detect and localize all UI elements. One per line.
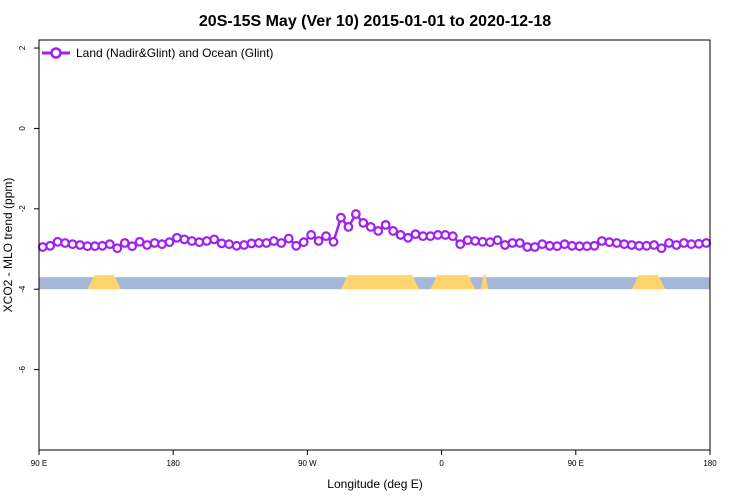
data-point bbox=[365, 222, 376, 232]
data-point bbox=[60, 238, 70, 248]
data-point bbox=[403, 232, 413, 243]
land-segment-0 bbox=[87, 275, 122, 290]
surface-band bbox=[39, 275, 710, 290]
data-point bbox=[291, 240, 302, 251]
x-axis-label: Longitude (deg E) bbox=[327, 477, 422, 491]
y-tick-label: -4 bbox=[18, 285, 27, 293]
x-tick-label: 180 bbox=[167, 459, 181, 468]
data-point bbox=[276, 238, 287, 248]
data-point bbox=[239, 240, 249, 250]
data-point bbox=[283, 233, 294, 244]
x-axis: 90 E 180 90 W 0 90 E 180 bbox=[31, 450, 717, 468]
land-segment-1 bbox=[340, 275, 420, 290]
data-point bbox=[492, 235, 503, 246]
x-tick-label: 180 bbox=[703, 459, 717, 468]
plot-frame bbox=[38, 39, 711, 451]
data-point bbox=[149, 238, 160, 248]
data-point bbox=[37, 242, 48, 252]
data-point bbox=[336, 212, 346, 223]
data-point bbox=[611, 238, 622, 248]
data-point bbox=[127, 241, 138, 252]
data-point bbox=[321, 231, 331, 242]
data-point bbox=[447, 231, 458, 242]
data-point bbox=[97, 240, 108, 251]
data-point bbox=[194, 237, 205, 248]
data-point bbox=[589, 240, 600, 251]
chart-title: 20S-15S May (Ver 10) 2015-01-01 to 2020-… bbox=[199, 13, 551, 30]
data-point bbox=[701, 238, 712, 248]
land-segment-3 bbox=[480, 275, 489, 290]
data-point bbox=[388, 226, 399, 236]
data-point bbox=[380, 220, 391, 230]
x-tick-label: 90 E bbox=[31, 459, 47, 468]
data-point bbox=[172, 232, 182, 243]
y-axis-label: XCO2 - MLO trend (ppm) bbox=[1, 178, 15, 313]
data-point bbox=[328, 236, 339, 247]
y-tick-label: -6 bbox=[18, 366, 27, 374]
data-point bbox=[596, 236, 607, 246]
data-point bbox=[373, 226, 384, 236]
data-point bbox=[104, 239, 115, 250]
data-point bbox=[343, 222, 354, 232]
legend-marker bbox=[50, 47, 62, 59]
data-point bbox=[164, 237, 175, 248]
data-point bbox=[350, 209, 361, 219]
series-layer bbox=[37, 209, 712, 254]
data-point bbox=[52, 236, 63, 247]
data-point bbox=[179, 234, 190, 245]
data-point bbox=[440, 230, 451, 240]
y-tick-label: 2 bbox=[18, 45, 27, 50]
data-point bbox=[514, 238, 525, 248]
data-point bbox=[559, 239, 570, 250]
y-axis: -6 -4 -2 0 2 bbox=[18, 45, 39, 373]
x-tick-label: 0 bbox=[439, 459, 444, 468]
y-tick-label: -2 bbox=[18, 205, 27, 213]
legend: Land (Nadir&Glint) and Ocean (Glint) bbox=[42, 46, 273, 60]
x-tick-label: 90 W bbox=[298, 459, 317, 468]
y-tick-label: 0 bbox=[18, 126, 27, 131]
data-point bbox=[656, 243, 667, 254]
data-point bbox=[298, 237, 309, 248]
land-segment-4 bbox=[631, 275, 666, 290]
data-point bbox=[186, 236, 197, 246]
data-point bbox=[425, 231, 436, 242]
data-point bbox=[537, 239, 548, 250]
data-point bbox=[679, 238, 689, 248]
data-point bbox=[313, 236, 324, 246]
data-point bbox=[45, 240, 56, 251]
data-point bbox=[209, 234, 220, 245]
data-point bbox=[455, 239, 466, 250]
data-point bbox=[75, 240, 85, 250]
data-point bbox=[112, 243, 123, 254]
data-point bbox=[201, 236, 212, 246]
data-point bbox=[358, 217, 369, 228]
data-point bbox=[306, 230, 317, 240]
land-segment-2 bbox=[430, 275, 476, 290]
data-point bbox=[224, 239, 235, 250]
x-tick-label: 90 E bbox=[568, 459, 584, 468]
legend-label: Land (Nadir&Glint) and Ocean (Glint) bbox=[76, 46, 273, 60]
